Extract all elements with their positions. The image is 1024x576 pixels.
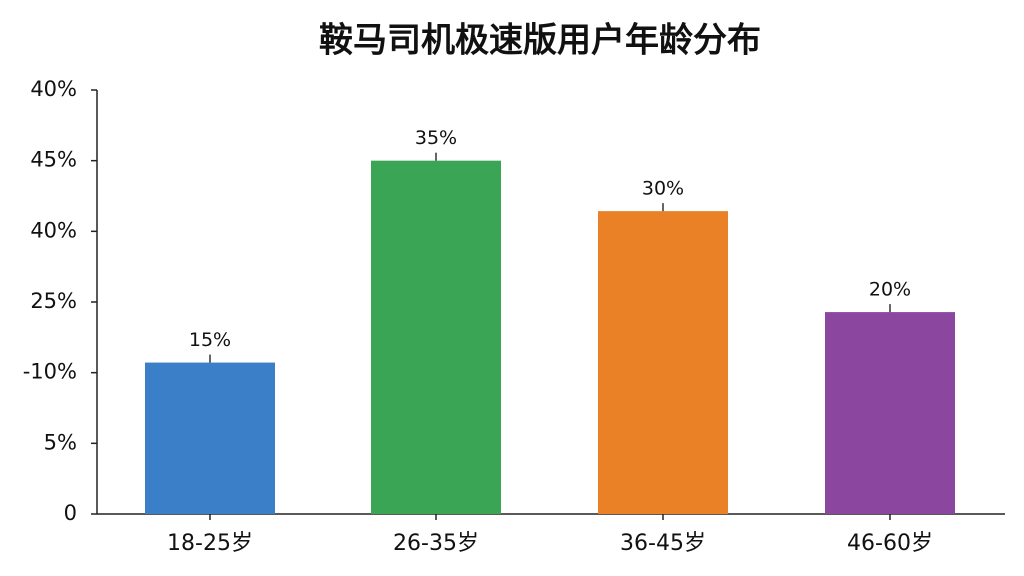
chart-title: 鞍马司机极速版用户年龄分布: [319, 21, 761, 61]
bar: [145, 362, 275, 514]
bar: [598, 211, 728, 514]
bar: [825, 312, 955, 514]
y-tick-label: 0: [64, 501, 77, 525]
bar: [371, 160, 501, 514]
y-tick-label: 25%: [30, 289, 77, 313]
y-tick-label: 45%: [30, 148, 77, 172]
y-tick-label: 40%: [30, 77, 77, 101]
x-tick-label: 36-45岁: [620, 531, 706, 556]
value-label: 35%: [415, 127, 457, 149]
value-label: 20%: [869, 279, 911, 301]
value-label: 15%: [189, 329, 231, 351]
y-tick-label: -10%: [23, 360, 77, 384]
y-tick-label: 40%: [30, 218, 77, 242]
value-label: 30%: [642, 178, 684, 200]
x-tick-label: 18-25岁: [167, 531, 253, 556]
x-tick-label: 46-60岁: [847, 531, 933, 556]
x-tick-label: 26-35岁: [393, 531, 479, 556]
y-tick-label: 5%: [44, 430, 77, 454]
